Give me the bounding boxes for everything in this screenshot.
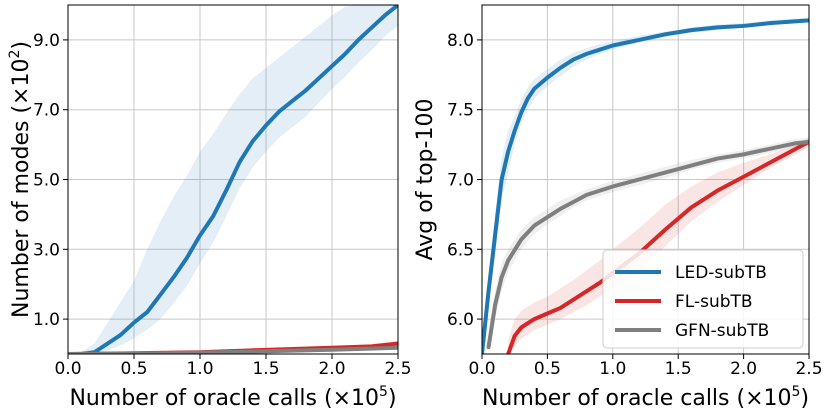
- legend-label-gfn-subtb: GFN-subTB: [675, 321, 769, 341]
- y-tick-label: 6.0: [447, 310, 474, 330]
- y-tick-label: 7.0: [33, 101, 60, 121]
- series-line-1: [68, 5, 398, 354]
- x-tick-label: 1.0: [186, 359, 213, 379]
- y-tick-label: 9.0: [33, 31, 60, 51]
- x-tick-label: 1.0: [599, 359, 626, 379]
- y-tick-label: 7.0: [447, 171, 474, 191]
- y-tick-label: 7.5: [447, 101, 474, 121]
- x-tick-label: 0.5: [534, 359, 561, 379]
- series-line-gfn-subtb: [486, 139, 809, 350]
- y-axis-label: Avg of top-100: [413, 99, 438, 261]
- chart-1: 0.0 0.5 1.0 1.5 2.0 2.51.03.05.07.09.0Number …: [7, 4, 412, 411]
- legend-label-fl-subtb: FL-subTB: [675, 292, 753, 312]
- y-tick-label: 6.5: [447, 240, 474, 260]
- x-axis-label: Number of oracle calls (×105): [69, 384, 396, 411]
- y-axis-label: Number of modes (×102): [7, 41, 34, 318]
- x-tick-label: 2.5: [795, 359, 822, 379]
- y-tick-label: 5.0: [33, 171, 60, 191]
- chart-2: 0.0 0.5 1.0 1.5 2.0 2.5 6.0 6.5 7.0 7.5 8.0 Number …: [413, 4, 823, 411]
- confidence-band-3: [488, 137, 809, 354]
- x-tick-label: 1.5: [665, 359, 692, 379]
- legend: LED-subTB FL-subTB GFN-subTB: [602, 249, 804, 349]
- x-tick-label: 0.5: [120, 359, 147, 379]
- x-tick-label: 2.0: [318, 359, 345, 379]
- x-tick-label: 0.0: [468, 359, 495, 379]
- x-axis-label: Number of oracle calls (×105): [482, 384, 809, 411]
- legend-box: [602, 249, 804, 349]
- series-line-led-subtb: [482, 18, 809, 354]
- x-tick-label: 1.5: [252, 359, 279, 379]
- y-tick-label: 8.0: [447, 31, 474, 51]
- y-tick-label: 1.0: [33, 310, 60, 330]
- confidence-band-2: [508, 137, 809, 354]
- series-line-3: [68, 345, 398, 354]
- y-tick-label: 3.0: [33, 240, 60, 260]
- plot-area: [68, 5, 398, 354]
- x-tick-label: 2.0: [730, 359, 757, 379]
- x-tick-label: 0.0: [54, 359, 81, 379]
- x-tick-label: 2.5: [384, 359, 411, 379]
- legend-label-led-subtb: LED-subTB: [675, 263, 767, 283]
